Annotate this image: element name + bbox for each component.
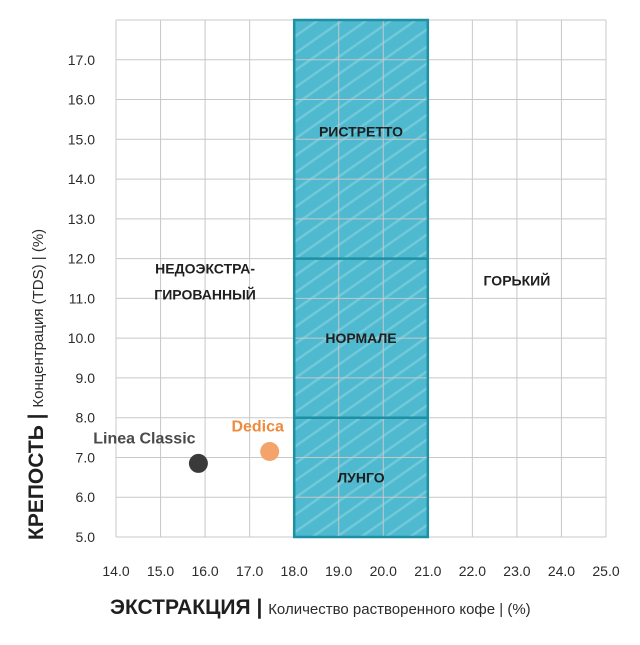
y-axis-title-sub: Концентрация (TDS) | (%) xyxy=(30,229,47,408)
x-axis-title-main: ЭКСТРАКЦИЯ xyxy=(110,596,256,619)
x-tick-label: 15.0 xyxy=(147,563,174,579)
region-label: НЕДОЭКСТРА- xyxy=(155,261,255,277)
x-tick-label: 18.0 xyxy=(281,563,308,579)
y-axis-title: КРЕПОСТЬ | Концентрация (TDS) | (%) xyxy=(25,229,48,540)
y-axis-title-separator: | xyxy=(25,408,48,420)
y-tick-label: 6.0 xyxy=(76,489,96,505)
y-tick-label: 17.0 xyxy=(68,52,95,68)
x-tick-label: 21.0 xyxy=(414,563,441,579)
x-tick-label: 16.0 xyxy=(191,563,218,579)
extraction-zone xyxy=(294,20,428,537)
y-tick-label: 15.0 xyxy=(68,131,95,147)
data-point xyxy=(260,441,280,461)
y-tick-label: 11.0 xyxy=(69,290,95,306)
region-label: ЛУНГО xyxy=(337,469,384,485)
x-axis-title: ЭКСТРАКЦИЯ | Количество растворенного ко… xyxy=(110,596,531,619)
y-tick-label: 10.0 xyxy=(68,330,95,346)
y-axis-title-main: КРЕПОСТЬ xyxy=(25,419,48,540)
x-tick-label: 14.0 xyxy=(102,563,129,579)
y-tick-label: 5.0 xyxy=(76,529,96,545)
y-tick-label: 14.0 xyxy=(68,171,95,187)
region-label: ГИРОВАННЫЙ xyxy=(154,285,256,302)
y-tick-label: 8.0 xyxy=(76,410,96,426)
y-tick-label: 7.0 xyxy=(76,449,96,465)
x-tick-label: 20.0 xyxy=(370,563,397,579)
y-tick-label: 12.0 xyxy=(68,251,95,267)
x-tick-label: 23.0 xyxy=(503,563,530,579)
region-label: ГОРЬКИЙ xyxy=(484,271,551,288)
x-axis-title-separator: | xyxy=(256,596,268,619)
y-tick-label: 13.0 xyxy=(68,211,95,227)
extraction-zone-border xyxy=(292,18,430,539)
y-tick-label: 9.0 xyxy=(76,370,96,386)
data-point-label: Linea Classic xyxy=(93,430,195,447)
x-axis-title-sub: Количество растворенного кофе | (%) xyxy=(268,601,530,618)
region-label: НОРМАЛЕ xyxy=(325,330,396,346)
data-point-label: Dedica xyxy=(231,418,284,435)
y-tick-label: 16.0 xyxy=(68,92,95,108)
x-tick-label: 19.0 xyxy=(325,563,352,579)
data-point xyxy=(188,453,208,473)
x-tick-label: 17.0 xyxy=(236,563,263,579)
x-tick-label: 25.0 xyxy=(592,563,619,579)
region-label: РИСТРЕТТО xyxy=(319,123,403,139)
x-tick-label: 24.0 xyxy=(548,563,575,579)
x-tick-label: 22.0 xyxy=(459,563,486,579)
